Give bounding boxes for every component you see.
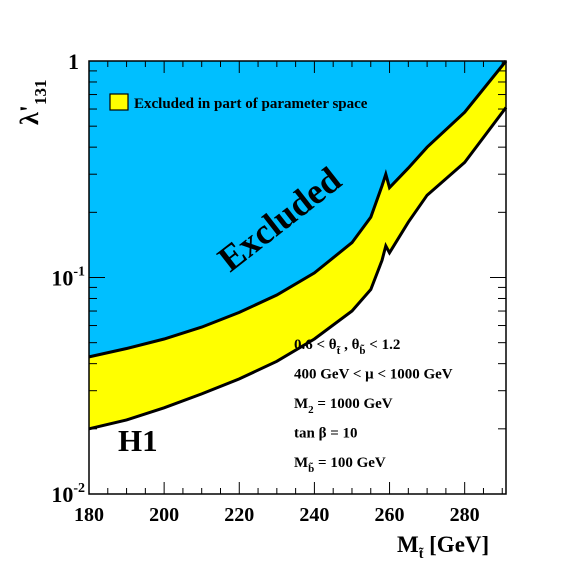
x-tick-label: 240 [299, 504, 329, 526]
x-tick-label: 180 [74, 504, 104, 526]
excluded-region [89, 61, 506, 357]
parameter-line: 400 GeV < μ < 1000 GeV [294, 367, 453, 383]
x-axis-title: Mt̃ [GeV] [397, 532, 489, 562]
y-tick-label: 10-1 [51, 265, 85, 291]
x-tick-label: 220 [224, 504, 254, 526]
label-layer: 180 200 220 240 260 280 1 10-1 10-2 [51, 49, 479, 526]
region-fill-layer [89, 61, 506, 429]
parameter-line: tan β = 10 [294, 426, 358, 442]
y-axis-title: λ'131 [15, 80, 50, 126]
y-tick-label: 10-2 [51, 481, 85, 507]
x-tick-label: 200 [149, 504, 179, 526]
tick-layer [88, 61, 506, 495]
excluded-boundary-line [88, 60, 508, 359]
partial-boundary-line [88, 106, 508, 431]
parameter-block: 0.6 < θt̃ , θb̃ < 1.2 400 GeV < μ < 1000 … [294, 337, 453, 475]
experiment-label: H1 [118, 423, 158, 458]
x-tick-label: 280 [450, 504, 480, 526]
parameter-line: 0.6 < θt̃ , θb̃ < 1.2 [294, 337, 400, 357]
x-tick-label: 260 [375, 504, 405, 526]
legend-label: Excluded in part of parameter space [134, 96, 368, 112]
parameter-line: Mb̃ = 100 GeV [294, 455, 386, 475]
legend-swatch [109, 93, 129, 111]
partially-excluded-region [89, 61, 506, 429]
y-tick-label: 1 [68, 49, 79, 74]
legend: Excluded in part of parameter space [109, 93, 368, 112]
limit-line-layer [88, 60, 508, 431]
parameter-line: M2 = 1000 GeV [294, 396, 393, 416]
